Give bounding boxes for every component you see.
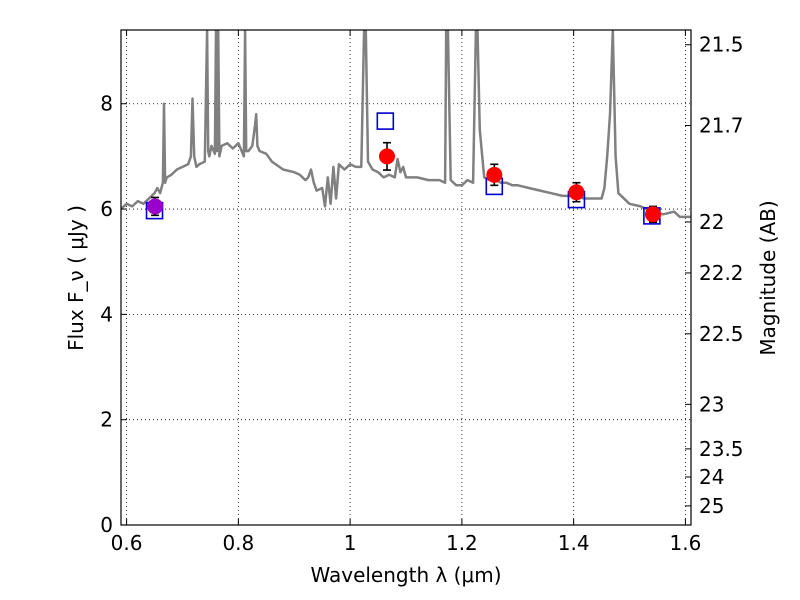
right-tick-label: 24 bbox=[699, 465, 724, 489]
observed-flux-point bbox=[645, 206, 661, 223]
right-tick-label: 21.7 bbox=[699, 114, 744, 138]
axis-ticks: 0.6 0.8 1 1.2 1.4 1.60246821.521.72222.222.52… bbox=[100, 30, 744, 555]
observed-flux-point bbox=[147, 198, 164, 215]
x-tick-label: 1.2 bbox=[446, 531, 478, 555]
right-tick-label: 23.5 bbox=[699, 437, 744, 461]
spectrum-line bbox=[121, 30, 691, 219]
x-tick-label: 1 bbox=[344, 531, 357, 555]
x-tick-label: 1.4 bbox=[558, 531, 590, 555]
right-tick-label: 21.5 bbox=[699, 33, 744, 57]
x-axis-label: Wavelength λ (μm) bbox=[310, 563, 501, 587]
y-tick-label: 0 bbox=[100, 513, 113, 537]
right-tick-label: 22.5 bbox=[699, 322, 744, 346]
plot-frame bbox=[120, 29, 692, 526]
y-tick-label: 8 bbox=[100, 92, 113, 116]
right-tick-label: 22.2 bbox=[699, 261, 744, 285]
right-tick-label: 23 bbox=[699, 392, 724, 416]
right-tick-label: 22 bbox=[699, 210, 724, 234]
y-tick-label: 6 bbox=[100, 197, 113, 221]
x-tick-label: 1.6 bbox=[670, 531, 702, 555]
y-axis-label: Flux F_ν ( μJy ) bbox=[64, 205, 88, 351]
right-tick-label: 25 bbox=[699, 494, 724, 518]
y-tick-label: 2 bbox=[100, 408, 113, 432]
spectrum-series bbox=[121, 30, 691, 219]
observed-flux-point bbox=[486, 166, 503, 183]
x-tick-label: 0.8 bbox=[222, 531, 254, 555]
observed-flux-point bbox=[568, 184, 585, 201]
x-tick-label: 0.6 bbox=[111, 531, 143, 555]
photometry-markers bbox=[145, 112, 661, 225]
model-square-point bbox=[376, 112, 395, 130]
observed-flux-point bbox=[379, 148, 395, 165]
y-tick-label: 4 bbox=[100, 302, 113, 326]
right-axis-label: Magnitude (AB) bbox=[756, 200, 780, 355]
